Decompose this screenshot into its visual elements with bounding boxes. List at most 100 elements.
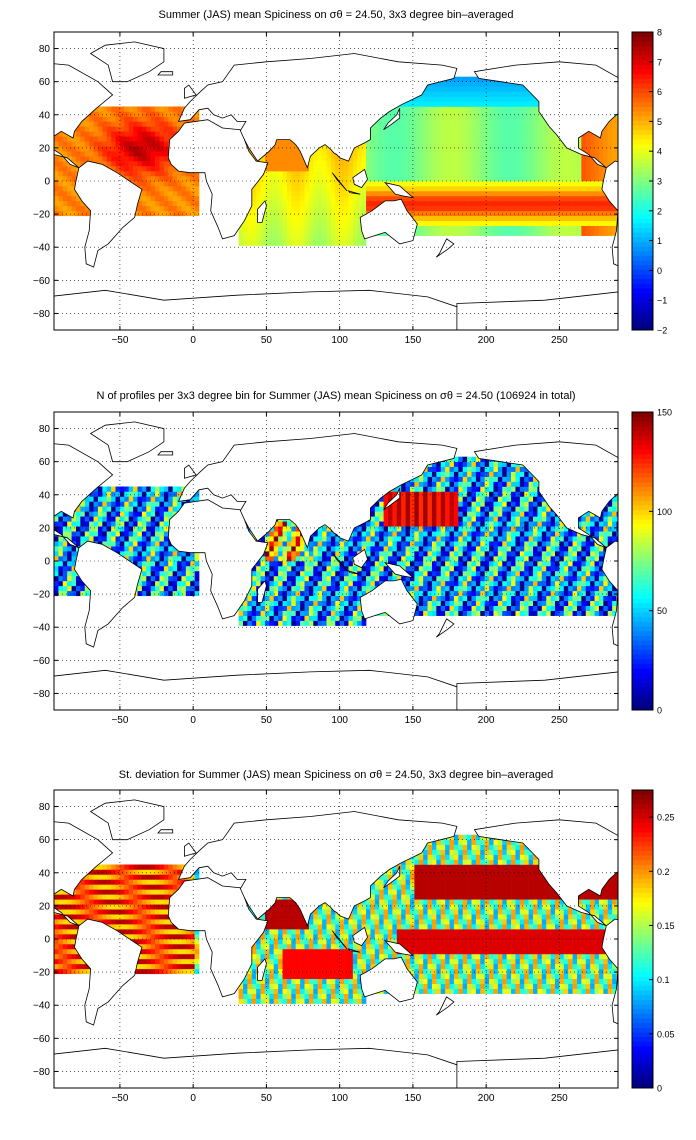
bin-cell xyxy=(581,210,587,217)
bin-cell xyxy=(533,151,538,157)
bin-cell xyxy=(194,190,200,197)
bin-cell xyxy=(546,151,551,157)
bin-cell xyxy=(590,181,595,187)
bin-cell xyxy=(524,190,529,197)
bin-cell xyxy=(431,151,437,157)
bin-cell xyxy=(291,146,297,152)
bin-cell xyxy=(511,195,516,202)
bin-cell xyxy=(115,161,121,167)
bin-cell xyxy=(379,161,384,167)
bin-cell xyxy=(533,106,538,112)
bin-cell xyxy=(75,126,81,132)
bin-cell xyxy=(80,580,86,587)
bin-cell xyxy=(344,200,349,207)
bin-cell xyxy=(313,166,318,172)
bin-cell xyxy=(58,190,64,197)
bin-cell xyxy=(137,580,143,587)
bin-cell xyxy=(330,181,336,187)
bin-cell xyxy=(497,81,503,87)
bin-cell xyxy=(366,200,371,207)
bin-cell xyxy=(352,230,358,236)
bin-cell xyxy=(273,230,279,236)
bin-cell xyxy=(71,185,77,192)
bin-cell xyxy=(418,181,424,187)
bin-cell xyxy=(528,146,534,152)
bin-cell xyxy=(264,220,270,226)
bin-cell xyxy=(264,610,270,616)
bin-cell xyxy=(159,136,165,142)
bin-cell xyxy=(344,575,349,582)
bin-cell xyxy=(497,166,503,172)
bin-cell xyxy=(344,220,349,226)
bin-cell xyxy=(506,96,512,102)
bin-cell xyxy=(322,195,327,202)
bin-cell xyxy=(603,131,609,137)
bin-cell xyxy=(256,181,261,187)
bin-cell xyxy=(273,151,279,157)
bin-cell xyxy=(172,496,178,502)
bin-cell xyxy=(119,131,125,137)
bin-cell xyxy=(423,131,428,137)
bin-cell xyxy=(537,210,543,217)
bin-cell xyxy=(308,536,314,542)
bin-cell xyxy=(62,541,68,547)
bin-cell xyxy=(93,496,99,502)
bin-cell xyxy=(155,491,160,497)
bin-cell xyxy=(194,205,200,212)
bin-cell xyxy=(440,161,446,167)
bin-cell xyxy=(317,156,323,162)
bin-cell xyxy=(97,501,103,507)
bin-cell xyxy=(405,200,411,207)
bin-cell xyxy=(374,565,380,572)
bin-cell xyxy=(524,205,529,212)
bin-cell xyxy=(89,151,94,157)
bin-cell xyxy=(427,215,433,222)
bin-cell xyxy=(475,205,481,212)
bin-cell xyxy=(524,195,529,202)
bin-cell xyxy=(155,121,160,127)
bin-cell xyxy=(550,215,556,222)
bin-cell xyxy=(185,585,191,592)
bin-cell xyxy=(128,531,134,537)
bin-cell xyxy=(374,200,380,207)
bin-cell xyxy=(352,220,358,226)
bin-cell xyxy=(97,116,103,122)
bin-cell xyxy=(572,151,578,157)
bin-cell xyxy=(111,526,116,532)
bin-cell xyxy=(256,200,261,207)
bin-cell xyxy=(84,511,90,517)
bin-cell xyxy=(546,161,551,167)
bin-cell xyxy=(97,496,103,502)
bin-cell xyxy=(106,536,112,542)
bin-cell xyxy=(480,81,485,87)
bin-cell xyxy=(119,541,125,547)
bin-cell xyxy=(260,561,266,567)
bin-cell xyxy=(97,506,103,512)
bin-cell xyxy=(146,501,151,507)
bin-cell xyxy=(484,101,490,107)
bin-cell xyxy=(330,541,336,547)
bin-cell xyxy=(330,610,336,616)
bin-cell xyxy=(502,195,507,202)
bin-cell xyxy=(431,91,437,97)
bin-cell xyxy=(124,551,130,557)
bin-cell xyxy=(80,161,86,167)
bin-cell xyxy=(436,205,442,212)
bin-cell xyxy=(124,111,130,117)
bin-cell xyxy=(58,156,64,162)
bin-cell xyxy=(519,190,525,197)
bin-cell xyxy=(133,171,138,177)
bin-cell xyxy=(352,151,358,157)
bin-cell xyxy=(537,230,543,236)
bin-cell xyxy=(286,215,292,222)
bin-cell xyxy=(370,136,376,142)
bin-cell xyxy=(58,570,64,577)
bin-cell xyxy=(471,111,477,117)
bin-cell xyxy=(431,141,437,147)
bin-cell xyxy=(54,585,59,592)
bin-cell xyxy=(163,551,169,557)
bin-cell xyxy=(401,496,406,502)
grid xyxy=(54,32,618,330)
bin-cell xyxy=(115,521,121,527)
